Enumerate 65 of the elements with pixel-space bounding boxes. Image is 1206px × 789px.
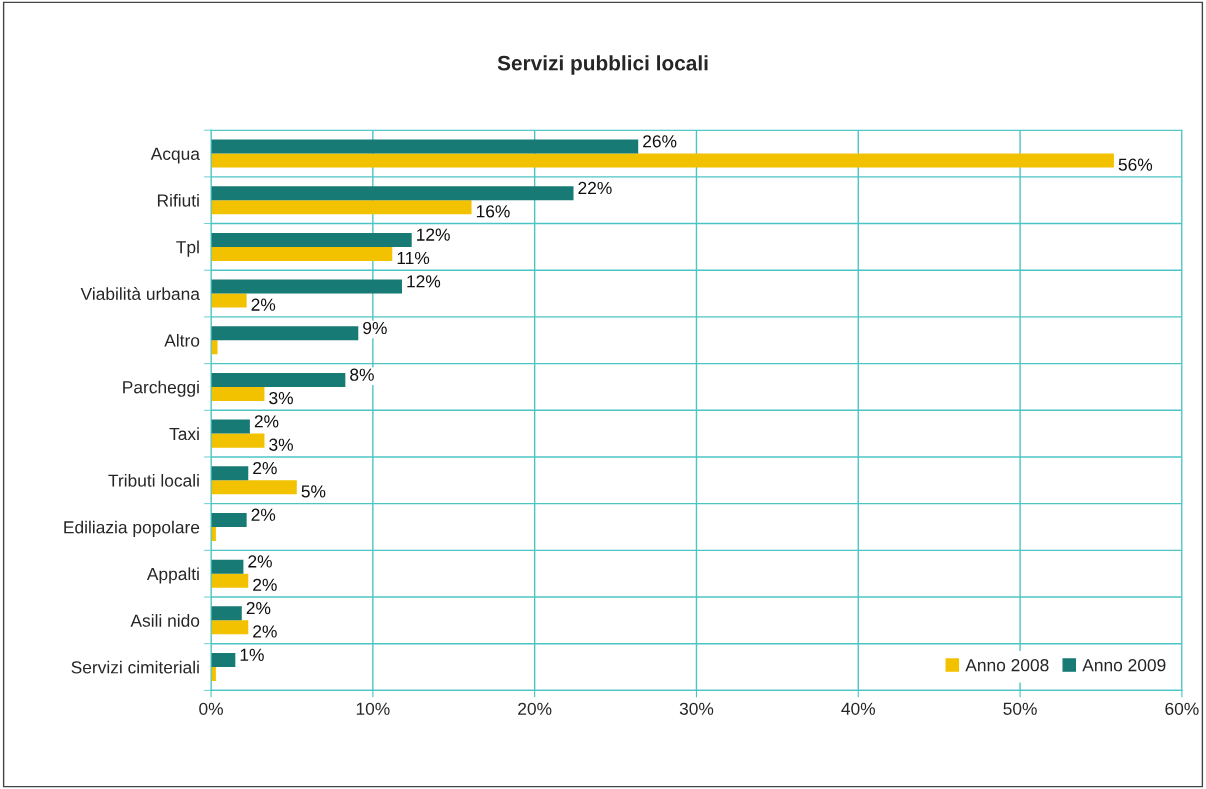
y-tick-label: Servizi cimiteriali [71,660,199,674]
data-label: 3% [269,391,293,405]
data-label: 1% [240,648,264,661]
chart-title: Servizi pubblici locali [497,55,708,75]
data-label: 9% [363,321,387,335]
y-tick-label: Taxi [169,427,199,441]
bar [211,246,393,261]
y-tick-label: Acqua [150,147,200,164]
data-label: 8% [350,368,374,381]
bar [211,326,359,341]
data-label: 2% [254,415,279,428]
data-label: 2% [251,298,276,311]
bar [211,372,346,387]
x-tick-label: 50% [1003,702,1037,715]
data-label: 16% [476,205,510,218]
bar [211,232,412,247]
x-tick-label: 20% [518,702,552,715]
data-label: 56% [1118,158,1153,171]
data-label: 5% [301,485,326,498]
y-tick-label: Rifiuti [157,193,199,207]
y-tick-label: Appalti [146,567,199,584]
y-tick-label: Tpl [176,240,199,257]
bar [211,153,1114,168]
bar [211,433,265,448]
bar [211,559,244,574]
bar [211,340,218,355]
x-tick-label: 30% [679,702,714,715]
data-label: 2% [253,625,277,638]
bar [211,293,247,308]
bar [211,386,265,401]
data-label: 2% [251,508,276,521]
bar [211,480,297,495]
data-label: 2% [253,578,277,591]
bar [211,512,247,527]
bar [211,186,574,201]
data-label: 12% [407,275,441,288]
bar [211,606,242,621]
bar [211,279,402,294]
data-label: 26% [643,135,677,148]
y-tick-label: Asili nido [130,614,200,627]
bar [211,573,249,588]
legend-label: Anno 2008 [965,659,1049,672]
x-tick-label: 40% [841,702,876,715]
y-tick-label: Parcheggi [123,380,199,397]
legend-label: Anno 2009 [1082,659,1166,672]
data-label: 2% [248,555,272,568]
x-tick-label: 0% [199,702,223,715]
bar [211,466,249,481]
data-label: 2% [253,461,277,475]
bar [211,620,249,635]
bar [211,139,639,154]
y-tick-label: Ediliazia popolare [64,520,200,537]
bar [211,419,250,434]
y-tick-label: Tributi locali [108,474,199,487]
bar [211,653,236,668]
data-label: 11% [397,251,430,265]
y-tick-label: Altro [164,333,200,347]
bar [211,200,472,215]
x-tick-label: 10% [356,702,390,715]
data-label: 2% [246,601,271,615]
data-label: 12% [417,228,450,241]
y-tick-label: Viabilità urbana [80,287,200,301]
x-tick-label: 60% [1165,702,1199,715]
data-label: 3% [269,438,293,451]
data-label: 22% [578,181,612,195]
